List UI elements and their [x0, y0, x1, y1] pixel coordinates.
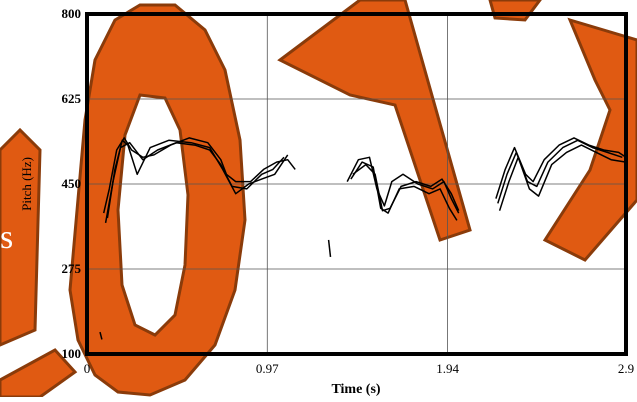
pitch-series-line: [352, 163, 460, 212]
svg-text:s: s: [0, 219, 13, 256]
x-axis-ticks: 0 0.97 1.94 2.9: [84, 361, 634, 376]
x-tick-label: 1.94: [436, 361, 459, 376]
y-axis-ticks: 100 275 450 625 800: [62, 6, 82, 361]
pitch-series-line: [99, 331, 103, 340]
pitch-series-line: [498, 144, 627, 211]
pitch-tracks: [99, 137, 627, 340]
y-axis-label: Pitch (Hz): [19, 157, 34, 211]
x-tick-label: 0: [84, 361, 91, 376]
y-tick-label: 450: [62, 176, 82, 191]
y-tick-label: 275: [62, 261, 82, 276]
plot-frame: [85, 12, 628, 356]
y-tick-label: 100: [62, 346, 82, 361]
x-axis-label: Time (s): [331, 382, 380, 397]
x-tick-label: 2.9: [618, 361, 634, 376]
y-tick-label: 800: [62, 6, 82, 21]
pitch-series-line: [495, 137, 627, 199]
pitch-series-line: [327, 239, 332, 257]
x-tick-label: 0.97: [256, 361, 279, 376]
pitch-series-line: [104, 141, 285, 224]
pitch-series-line: [106, 139, 289, 219]
y-tick-label: 625: [62, 91, 82, 106]
pitch-series-line: [497, 139, 623, 204]
